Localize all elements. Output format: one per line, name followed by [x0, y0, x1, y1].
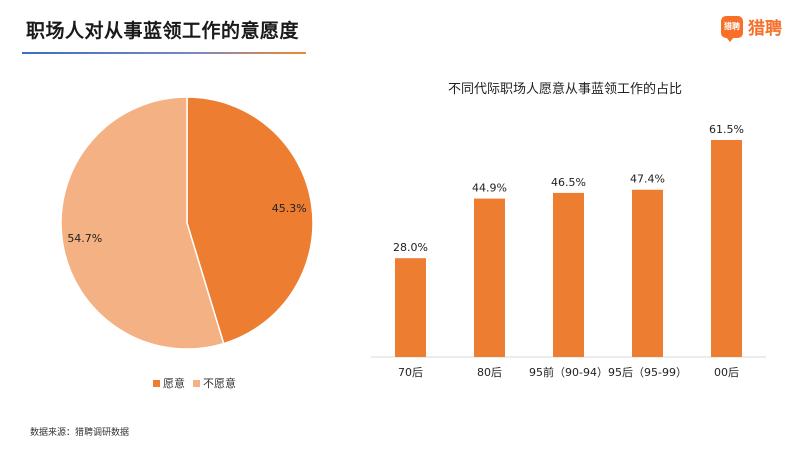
data-source-note: 数据来源：猎聘调研数据	[30, 428, 130, 438]
pie-slice	[186, 96, 314, 345]
brand-logo: 猎聘 猎聘	[721, 14, 782, 42]
bar-chart-title: 不同代际职场人愿意从事蓝领工作的占比	[448, 81, 682, 97]
bar	[632, 189, 663, 357]
bar	[395, 258, 426, 357]
pie-data-label: 45.3%	[272, 202, 307, 215]
x-tick-label: 95后（95-99）	[608, 366, 687, 379]
bar	[474, 198, 505, 357]
x-tick-label: 80后	[477, 366, 502, 379]
logo-mark-text: 猎聘	[724, 21, 740, 31]
x-tick-label: 00后	[714, 366, 739, 379]
pie-slice	[60, 96, 225, 350]
logo-text: 猎聘	[748, 19, 782, 39]
x-tick-label: 95前（90-94）	[529, 365, 608, 379]
legend-swatch	[153, 380, 160, 387]
bar-data-label: 28.0%	[393, 241, 428, 254]
bar-data-label: 61.5%	[709, 123, 744, 136]
x-tick-label: 70后	[398, 366, 423, 379]
bar-data-label: 47.4%	[630, 173, 665, 186]
page-title: 职场人对从事蓝领工作的意愿度	[26, 20, 300, 42]
title-underline	[22, 52, 306, 54]
bar	[711, 139, 742, 357]
pie-data-label: 54.7%	[67, 232, 102, 245]
bar-data-label: 44.9%	[472, 182, 507, 195]
logo-icon: 猎聘	[721, 15, 743, 42]
legend-label: 愿意	[163, 376, 185, 390]
bar-data-label: 46.5%	[551, 176, 586, 189]
legend-swatch	[193, 380, 200, 387]
bar	[553, 192, 584, 357]
legend-label: 不愿意	[203, 376, 236, 390]
